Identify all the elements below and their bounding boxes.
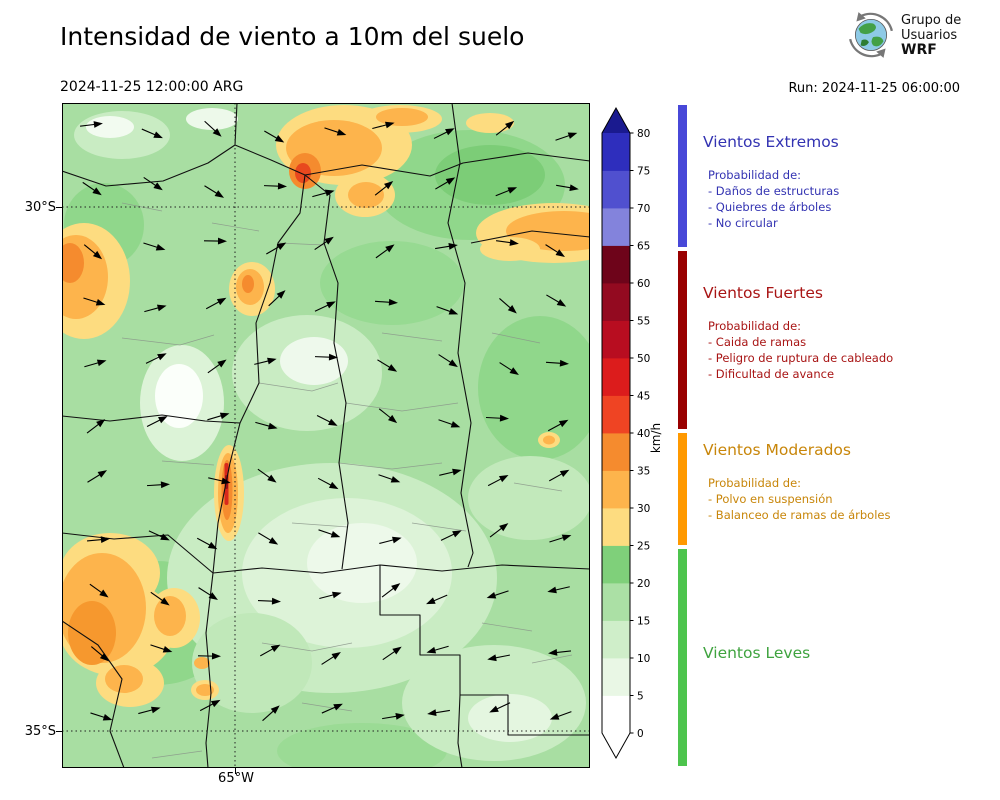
page-title: Intensidad de viento a 10m del suelo	[60, 22, 525, 51]
svg-text:20: 20	[637, 578, 650, 590]
legend-details-extremos: Probabilidad de: - Daños de estructuras …	[703, 167, 988, 231]
graticule	[62, 103, 590, 768]
wrf-logo: Grupo de Usuarios WRF	[846, 10, 961, 60]
legend-title-leves: Vientos Leves	[703, 644, 811, 662]
svg-text:0: 0	[637, 728, 644, 740]
legend-line: Probabilidad de:	[708, 476, 802, 490]
wrf-globe-icon	[849, 12, 893, 58]
lon-tickmark-65w	[235, 768, 236, 774]
legend-section-extremos: Vientos Extremos Probabilidad de: - Daño…	[703, 133, 988, 231]
run-datetime: Run: 2024-11-25 06:00:00	[788, 81, 960, 96]
svg-text:25: 25	[637, 540, 650, 552]
svg-text:45: 45	[637, 390, 650, 402]
svg-text:5: 5	[637, 690, 644, 702]
svg-text:75: 75	[637, 165, 650, 177]
svg-text:55: 55	[637, 315, 650, 327]
legend-line: - Polvo en suspensión	[708, 492, 833, 506]
legend-section-fuertes: Vientos Fuertes Probabilidad de: - Caida…	[703, 284, 988, 382]
legend-line: Probabilidad de:	[708, 319, 802, 333]
svg-text:15: 15	[637, 615, 650, 627]
wind-arrows	[80, 120, 579, 722]
legend-section-leves: Vientos Leves	[703, 644, 988, 662]
svg-text:50: 50	[637, 353, 650, 365]
logo-line-1: Grupo de	[901, 12, 962, 28]
legend-title-extremos: Vientos Extremos	[703, 133, 839, 151]
lat-tickmark-30s	[56, 207, 62, 208]
legend-line: - No circular	[708, 216, 778, 230]
legend-bar-extremos	[678, 105, 687, 247]
orange-wind-areas	[62, 105, 590, 707]
svg-text:60: 60	[637, 278, 650, 290]
legend-line: - Balanceo de ramas de árboles	[708, 508, 891, 522]
map-frame	[62, 103, 590, 768]
svg-text:80: 80	[637, 128, 650, 140]
province-boundaries	[62, 103, 590, 768]
svg-text:70: 70	[637, 203, 650, 215]
logo-line-3: WRF	[901, 41, 937, 58]
svg-text:35: 35	[637, 465, 650, 477]
wind-intensity-map	[62, 103, 590, 768]
legend-line: - Caida de ramas	[708, 335, 807, 349]
svg-text:65: 65	[637, 240, 650, 252]
legend-title-moderados: Vientos Moderados	[703, 441, 851, 459]
legend-line: - Peligro de ruptura de cableado	[708, 351, 894, 365]
lat-tickmark-35s	[56, 731, 62, 732]
legend-bar-leves	[678, 549, 687, 766]
lat-tick-30s: 30°S	[24, 200, 56, 215]
legend-line: - Quiebres de árboles	[708, 200, 832, 214]
lon-tick-65w: 65°W	[218, 771, 254, 786]
valid-datetime: 2024-11-25 12:00:00 ARG	[60, 79, 244, 95]
svg-text:10: 10	[637, 653, 650, 665]
legend-title-fuertes: Vientos Fuertes	[703, 284, 823, 302]
svg-text:40: 40	[637, 428, 650, 440]
legend-details-moderados: Probabilidad de: - Polvo en suspensión -…	[703, 475, 988, 523]
lat-tick-35s: 35°S	[24, 724, 56, 739]
wrf-logo-text: Grupo de Usuarios WRF	[901, 13, 961, 58]
svg-text:30: 30	[637, 503, 650, 515]
colorbar-unit-label: km/h	[649, 423, 663, 453]
legend-line: Probabilidad de:	[708, 168, 802, 182]
legend-bar-fuertes	[678, 251, 687, 429]
legend-line: - Dificultad de avance	[708, 367, 835, 381]
light-green-wind-areas	[74, 108, 590, 761]
colorbar: km/h 0 5 10 15 20 25 30 35 40 45 50 55 60 65 70 75 80	[601, 106, 663, 760]
logo-line-2: Usuarios	[901, 27, 958, 43]
legend-details-fuertes: Probabilidad de: - Caida de ramas - Peli…	[703, 318, 988, 382]
department-boundaries	[121, 202, 573, 759]
legend-line: - Daños de estructuras	[708, 184, 840, 198]
legend-bar-moderados	[678, 433, 687, 545]
legend-section-moderados: Vientos Moderados Probabilidad de: - Pol…	[703, 441, 988, 523]
map-container	[62, 103, 590, 768]
